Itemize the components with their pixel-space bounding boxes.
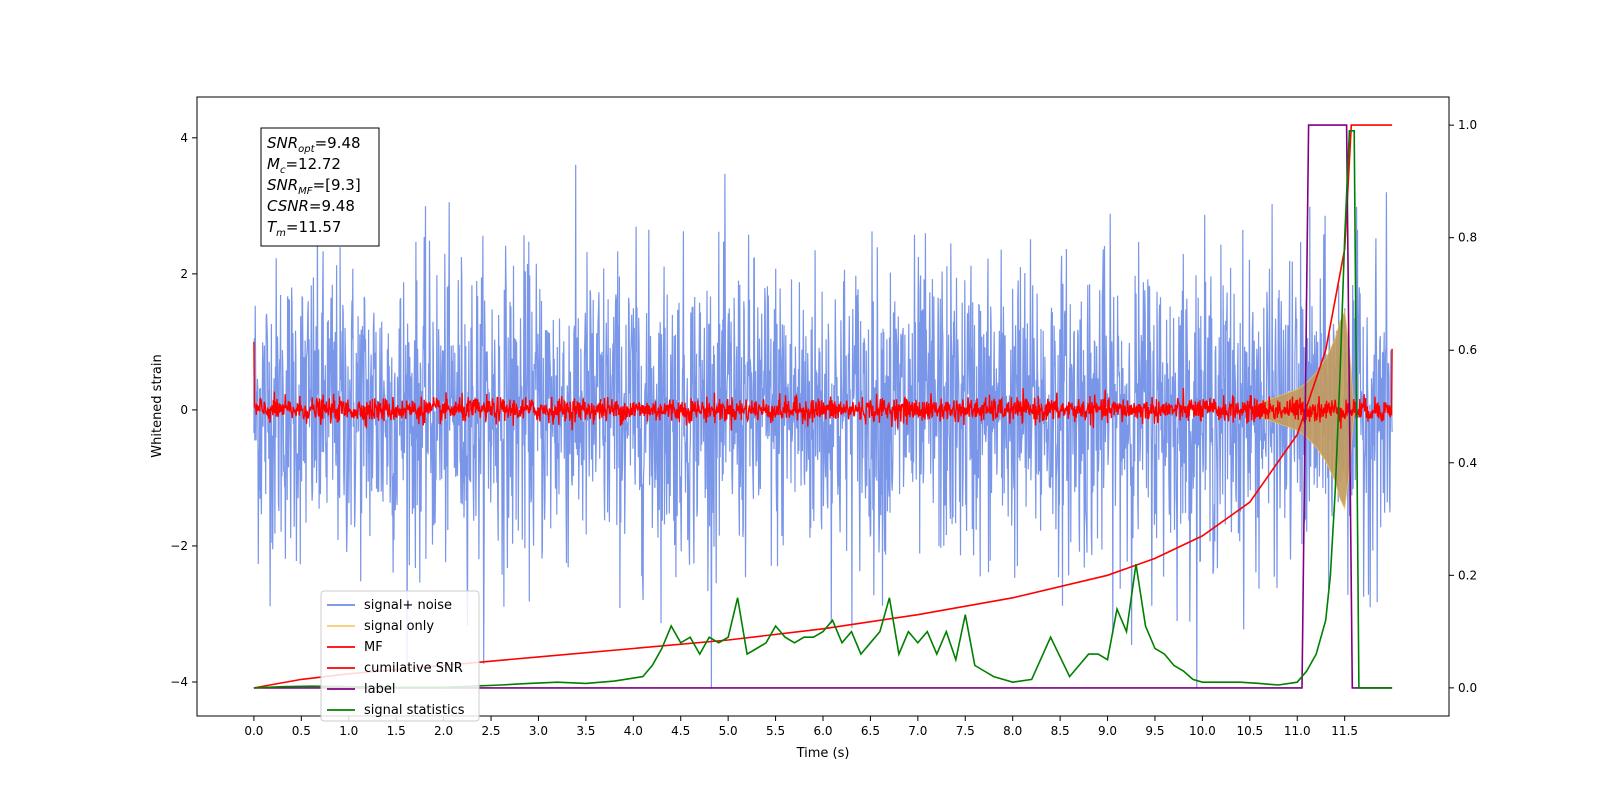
- y2-tick-label: 0.6: [1458, 343, 1477, 357]
- legend-label: MF: [364, 640, 383, 655]
- legend: signal+ noise signal only MF cumilative SNR…: [320, 590, 480, 722]
- x-tick-label: 2.0: [434, 724, 453, 738]
- annotation-line: SNRMF=[9.3]: [267, 176, 361, 197]
- y-tick-label: −4: [170, 675, 188, 689]
- annotation-symbol: T: [267, 218, 278, 236]
- x-tick-label: 9.0: [1098, 724, 1117, 738]
- y-tick-label: 0: [180, 403, 188, 417]
- legend-label: label: [364, 682, 395, 697]
- x-tick-label: 2.5: [481, 724, 500, 738]
- x-tick-label: 7.5: [956, 724, 975, 738]
- annotation-value: =9.48: [315, 134, 361, 152]
- annotation-symbol: SNR: [267, 176, 298, 194]
- legend-frame: [320, 590, 480, 722]
- x-tick-label: 8.5: [1051, 724, 1070, 738]
- annotation-line: Tm=11.57: [267, 218, 341, 239]
- series-line-signal-statistics: [253, 130, 1393, 689]
- y-tick-label: 2: [180, 267, 188, 281]
- x-tick-label: 0.5: [292, 724, 311, 738]
- annotation-subscript: m: [276, 228, 286, 239]
- x-tick-label: 8.0: [1003, 724, 1022, 738]
- axes: 0.0 0.5 1.0 1.5 2.0 2.5 3.0 3.5 4.0 4.5 5.0 5.5 6.0 6…: [170, 118, 1477, 738]
- x-axis-label: Time (s): [796, 746, 850, 761]
- annotation-subscript: opt: [298, 144, 315, 155]
- x-tick-label: 5.5: [766, 724, 785, 738]
- x-tick-label: 11.5: [1331, 724, 1358, 738]
- y2-tick-label: 0.0: [1458, 681, 1477, 695]
- x-tick-label: 5.0: [719, 724, 738, 738]
- annotation-line: SNRopt=9.48: [267, 134, 361, 155]
- y-axis-label: Whitened strain: [150, 354, 165, 457]
- legend-label: cumilative SNR: [364, 661, 463, 676]
- y2-tick-label: 1.0: [1458, 118, 1477, 132]
- y-tick-label: 4: [180, 131, 188, 145]
- annotation-value: =11.57: [286, 218, 342, 236]
- series-line-mf: [253, 341, 1393, 431]
- annotation-symbol: CSNR: [267, 197, 309, 215]
- annotation-value: =[9.3]: [313, 176, 361, 194]
- x-tick-label: 0.0: [244, 724, 263, 738]
- y-tick-label: −2: [170, 539, 188, 553]
- x-tick-label: 6.5: [861, 724, 880, 738]
- x-tick-label: 9.5: [1145, 724, 1164, 738]
- legend-label: signal statistics: [364, 703, 465, 718]
- y2-tick-label: 0.2: [1458, 568, 1477, 582]
- legend-label: signal+ noise: [364, 598, 452, 613]
- annotation-frame: [260, 127, 380, 247]
- legend-label: signal only: [364, 619, 434, 634]
- x-tick-label: 11.0: [1284, 724, 1311, 738]
- annotation-symbol: M: [267, 155, 280, 173]
- x-tick-label: 1.5: [387, 724, 406, 738]
- x-tick-label: 6.0: [813, 724, 832, 738]
- y2-tick-label: 0.8: [1458, 231, 1477, 245]
- annotation-value: =9.48: [309, 197, 355, 215]
- x-tick-label: 4.5: [671, 724, 690, 738]
- annotation-box: SNRopt=9.48Mc=12.72SNRMF=[9.3]CSNR=9.48T…: [260, 127, 380, 247]
- x-tick-label: 4.0: [624, 724, 643, 738]
- x-tick-label: 7.0: [908, 724, 927, 738]
- series-line-signal-noise: [253, 164, 1393, 689]
- annotation-value: =12.72: [285, 155, 341, 173]
- x-tick-label: 10.5: [1236, 724, 1263, 738]
- x-tick-label: 3.5: [576, 724, 595, 738]
- x-tick-label: 3.0: [529, 724, 548, 738]
- annotation-symbol: SNR: [267, 134, 298, 152]
- annotation-line: CSNR=9.48: [267, 197, 355, 215]
- annotation-line: Mc=12.72: [267, 155, 341, 176]
- x-tick-label: 1.0: [339, 724, 358, 738]
- x-tick-label: 10.0: [1189, 724, 1216, 738]
- y2-tick-label: 0.4: [1458, 456, 1477, 470]
- annotation-subscript: MF: [298, 186, 313, 197]
- annotation-subscript: c: [280, 165, 286, 176]
